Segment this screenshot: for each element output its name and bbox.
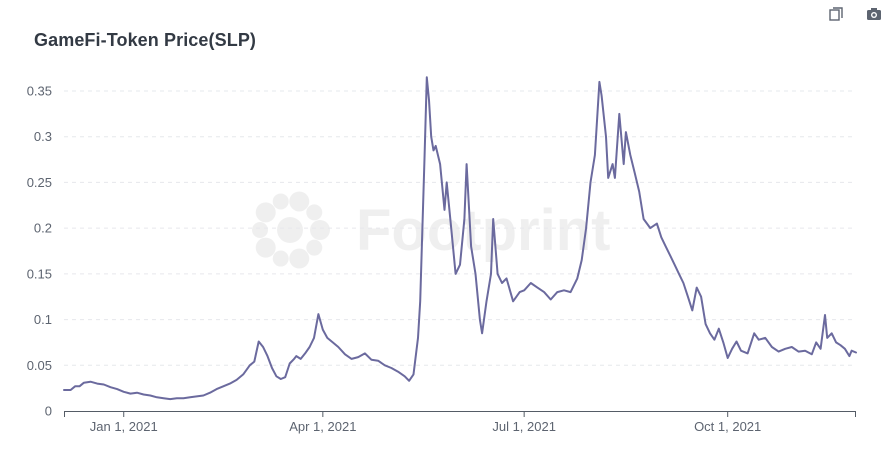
- y-tick-label: 0.05: [27, 358, 52, 373]
- y-tick-label: 0.3: [34, 129, 52, 144]
- chart-title: GameFi-Token Price(SLP): [34, 30, 257, 50]
- chart-toolbar: [828, 6, 882, 22]
- y-tick-label: 0: [45, 404, 52, 419]
- copy-icon[interactable]: [828, 6, 844, 22]
- y-tick-label: 0.2: [34, 221, 52, 236]
- y-tick-label: 0.15: [27, 266, 52, 281]
- y-tick-label: 0.1: [34, 312, 52, 327]
- watermark-logo: Footprint: [252, 191, 610, 269]
- x-tick-label: Oct 1, 2021: [694, 419, 761, 434]
- x-tick-label: Jan 1, 2021: [90, 419, 158, 434]
- camera-icon[interactable]: [866, 6, 882, 22]
- series-line: [63, 76, 857, 401]
- y-tick-label: 0.35: [27, 84, 52, 99]
- y-tick-label: 0.25: [27, 175, 52, 190]
- svg-text:Footprint: Footprint: [356, 198, 610, 263]
- x-tick-label: Jul 1, 2021: [492, 419, 556, 434]
- x-tick-label: Apr 1, 2021: [289, 419, 356, 434]
